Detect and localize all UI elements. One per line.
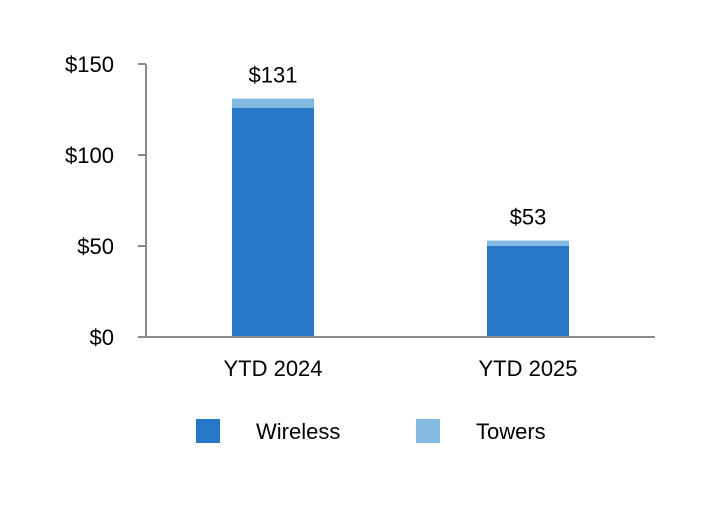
x-tick-label: YTD 2024 [223,356,322,381]
bar-wireless-0 [232,107,314,338]
legend-swatch-wireless [196,419,220,443]
bar-towers-1 [487,240,569,246]
y-tick-label: $100 [65,143,114,168]
x-tick-label: YTD 2025 [478,356,577,381]
y-tick-label: $0 [90,325,114,350]
y-axis-ticks: $0 $50 $100 $150 [65,52,146,350]
y-tick-label: $150 [65,52,114,77]
legend-label-wireless: Wireless [256,419,340,444]
legend-label-towers: Towers [476,419,546,444]
legend-swatch-towers [416,419,440,443]
legend: Wireless Towers [196,419,546,444]
bar-total-label: $53 [510,205,547,230]
x-axis-ticks: YTD 2024 YTD 2025 [223,356,577,381]
bar-total-labels: $131 $53 [249,63,547,230]
bar-towers-0 [232,98,314,108]
bar-wireless-1 [487,246,569,337]
bar-total-label: $131 [249,63,298,88]
y-tick-label: $50 [77,234,114,259]
bars [232,98,569,338]
